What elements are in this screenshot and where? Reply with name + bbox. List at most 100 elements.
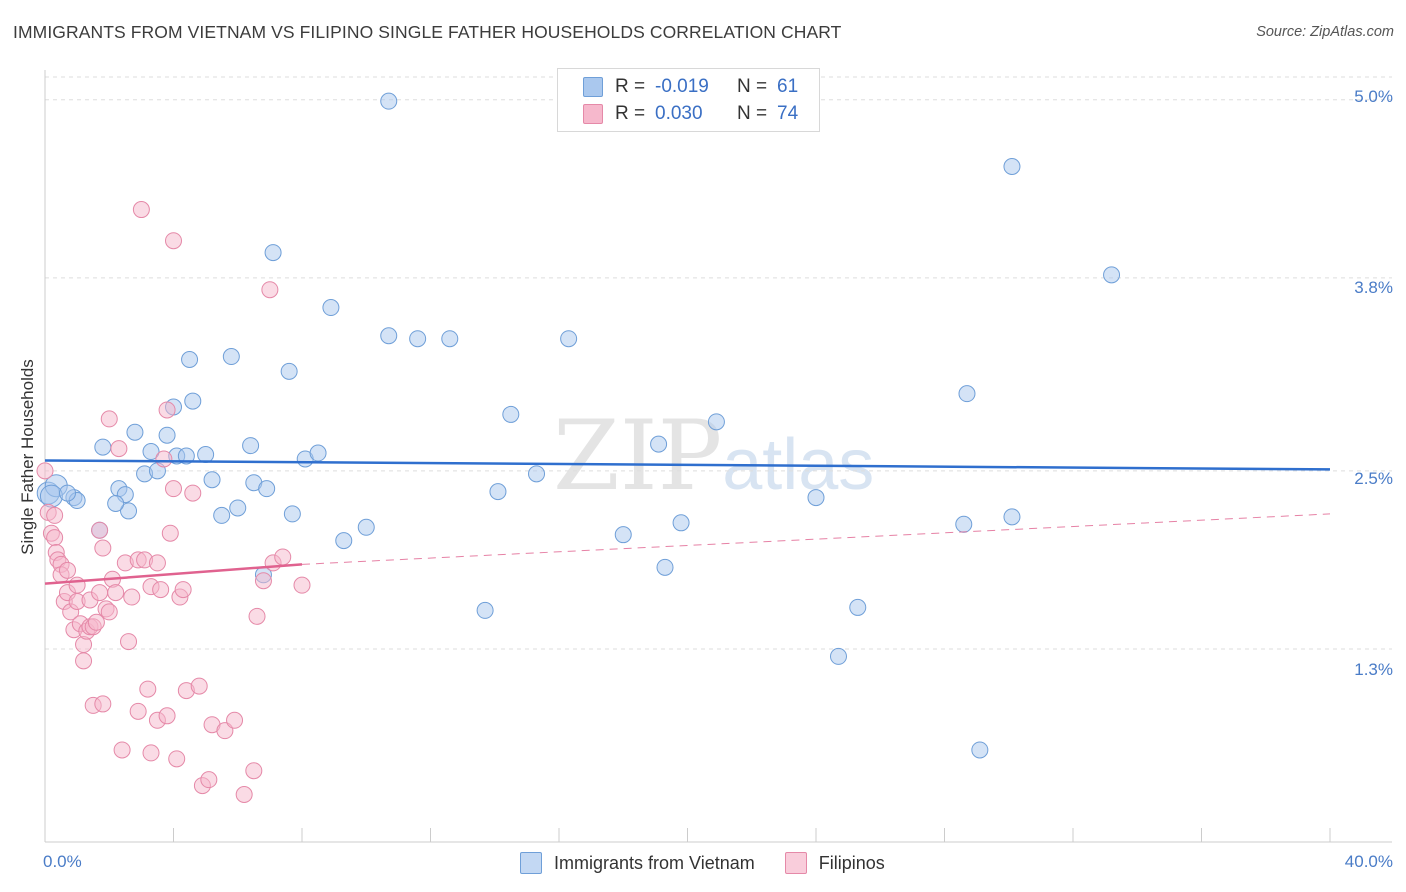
vietnam-point (1003, 508, 1021, 526)
filipinos-point (155, 450, 173, 468)
filipinos-point (58, 561, 76, 579)
vietnam-point (971, 741, 989, 759)
vietnam-point (672, 514, 690, 532)
vietnam-point (120, 502, 138, 520)
vietnam-point (707, 413, 725, 431)
filipinos-point (139, 680, 157, 698)
vietnam-point (322, 299, 340, 317)
filipinos-point (91, 521, 109, 539)
filipinos-point (113, 741, 131, 759)
filipinos-point (161, 524, 179, 542)
vietnam-point (181, 351, 199, 368)
y-tick-2-5: 2.5% (1354, 469, 1393, 488)
filipinos-point (132, 201, 150, 219)
legend-n-value: 61 (777, 76, 799, 97)
legend-label-vietnam: Immigrants from Vietnam (554, 852, 755, 873)
vietnam-point (958, 385, 976, 403)
filipinos-point (142, 744, 160, 762)
legend-n-value: 74 (777, 103, 799, 124)
vietnam-point (1103, 266, 1121, 284)
vietnam-point (280, 362, 298, 380)
legend-r-label: R = (615, 103, 646, 124)
y-tick-5-0: 5.0% (1354, 87, 1393, 106)
vietnam-point (614, 526, 632, 544)
vietnam-point (650, 435, 668, 453)
filipinos-point (216, 722, 234, 740)
filipinos-point (46, 529, 64, 547)
vietnam-point (39, 484, 63, 508)
filipinos-point (245, 762, 263, 780)
vietnam-point (94, 438, 112, 456)
filipinos-point (184, 484, 202, 502)
vietnam-point (203, 471, 221, 489)
filipinos-point (100, 410, 118, 428)
chart-title: IMMIGRANTS FROM VIETNAM VS FILIPINO SING… (13, 22, 842, 42)
vietnam-point (258, 480, 276, 498)
vietnam-point (264, 244, 282, 262)
legend-row-vietnam: R = -0.019 N = 61 (583, 75, 798, 99)
vietnam-point (357, 518, 375, 536)
y-tick-1-3: 1.3% (1354, 660, 1393, 679)
filipinos-point (165, 232, 182, 250)
filipinos-point (46, 506, 64, 524)
vietnam-point (158, 426, 176, 444)
legend-label-filipinos: Filipinos (818, 852, 885, 873)
legend-r-value: -0.019 (655, 76, 709, 97)
vietnam-point (177, 447, 195, 465)
x-tick-min: 0.0% (43, 852, 82, 871)
filipinos-point (158, 707, 176, 725)
vietnam-point (213, 506, 231, 524)
filipinos-point (174, 581, 192, 599)
pink-legend-swatch (784, 852, 807, 874)
vietnam-point (335, 532, 353, 550)
blue-legend-swatch (520, 852, 542, 874)
filipinos-point (100, 603, 118, 621)
blue-swatch (583, 77, 603, 97)
vietnam-trend-line (44, 459, 1331, 471)
legend-n-label: N = (737, 103, 768, 124)
vietnam-point (309, 444, 327, 462)
vietnam-point (229, 499, 247, 517)
vietnam-point (197, 446, 215, 464)
filipinos-point (75, 652, 93, 670)
y-tick-3-8: 3.8% (1354, 278, 1393, 297)
legend-item-filipinos[interactable]: Filipinos (784, 852, 885, 874)
vietnam-point (955, 515, 973, 533)
pink-swatch (583, 104, 603, 124)
filipinos-point (226, 711, 244, 729)
vietnam-point (126, 423, 144, 441)
legend-row-filipinos: R = 0.030 N = 74 (583, 102, 798, 126)
legend-n-label: N = (737, 76, 768, 97)
filipinos-point (168, 750, 186, 768)
filipinos-point (110, 440, 128, 458)
legend-item-vietnam[interactable]: Immigrants from Vietnam (520, 852, 755, 874)
filipinos-point (87, 613, 105, 631)
filipinos-point (152, 581, 170, 599)
y-axis-label: Single Father Households (18, 359, 37, 555)
legend-r-label: R = (615, 76, 646, 97)
filipinos-point (190, 677, 208, 695)
vietnam-point (560, 330, 578, 348)
filipinos-point (107, 584, 125, 602)
vietnam-point (829, 647, 847, 665)
stats-legend: R = -0.019 N = 61 R = 0.030 N = 74 (557, 68, 820, 132)
vietnam-point (58, 484, 76, 502)
vietnam-point (489, 483, 507, 501)
vietnam-point (1003, 158, 1021, 175)
filipinos-point (123, 588, 141, 606)
series-legend: Immigrants from Vietnam Filipinos (520, 852, 915, 874)
vietnam-point (849, 598, 867, 616)
vietnam-point (184, 392, 202, 410)
source-label: Source: ZipAtlas.com (1256, 24, 1394, 40)
filipinos-point (148, 554, 166, 572)
filipinos-point (261, 281, 279, 299)
filipinos-point (235, 785, 253, 803)
filipinos-point (94, 539, 112, 557)
vietnam-point (409, 330, 427, 348)
filipinos-point (254, 572, 272, 590)
vietnam-point (380, 92, 398, 110)
vietnam-point (476, 601, 494, 619)
filipinos-point (91, 584, 109, 602)
filipinos-trend-extension (301, 513, 1331, 565)
x-tick-max: 40.0% (1344, 852, 1393, 871)
